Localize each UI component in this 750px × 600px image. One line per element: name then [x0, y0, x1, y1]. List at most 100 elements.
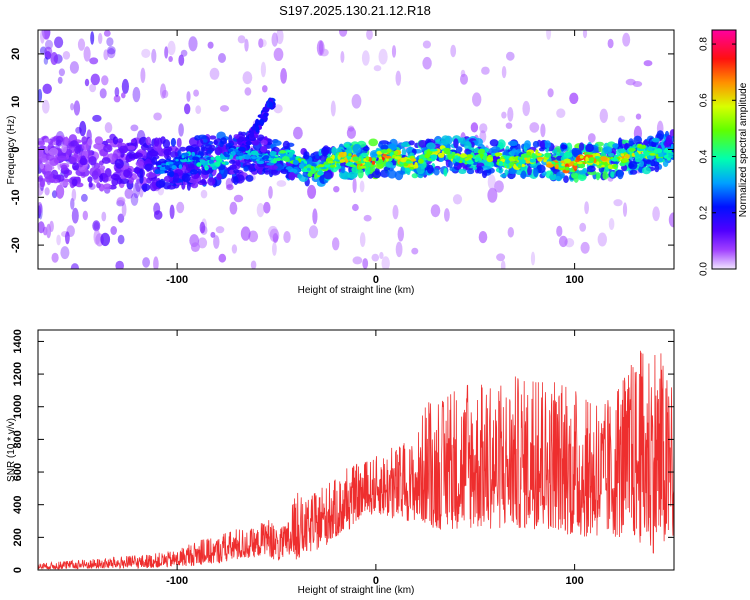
spectrogram-cell [455, 146, 463, 153]
spectrogram-cell [88, 181, 93, 188]
spectrogram-cell [42, 83, 52, 95]
spectrogram-cell [371, 160, 376, 165]
snr-x-ticks: -100 0 100 [166, 330, 584, 587]
spectrogram-cell [124, 188, 134, 199]
spectrogram-cell [133, 182, 140, 199]
spectrogram-cell [638, 153, 646, 159]
spectrogram-cell [61, 144, 67, 154]
spectrogram-cell [327, 161, 334, 164]
spectrogram-cell [518, 158, 527, 164]
spectrogram-cell [101, 75, 109, 86]
spectrogram-cell [107, 46, 116, 55]
spectrogram-cell [67, 156, 77, 164]
colorbar-ticks: 0.0 0.2 0.4 0.6 0.8 [699, 37, 736, 276]
spectrogram-cell [478, 231, 488, 244]
spectrogram-cell [153, 210, 163, 220]
spectrogram-cell [556, 108, 566, 118]
spectrogram-cell [43, 30, 50, 41]
spectrogram-x-label: Height of straight line (km) [298, 285, 415, 296]
spectrogram-cell [116, 196, 126, 205]
spectrogram-cell [80, 155, 87, 165]
spectrogram-cell [346, 127, 356, 139]
spectrogram-cell [272, 241, 277, 256]
spectrogram-cell [141, 48, 151, 59]
spectrogram-cell [244, 154, 251, 160]
spectrogram-cell [156, 144, 162, 153]
spectrogram-cell [209, 159, 214, 165]
spectrogram-cell [165, 165, 170, 170]
spectrogram-cell [214, 161, 221, 167]
spectrogram-cell [70, 140, 78, 147]
spectrogram-cell [410, 164, 415, 168]
spectrogram-cell [378, 159, 384, 163]
spectrogram-cell [400, 157, 407, 163]
spectrogram-cell [301, 168, 309, 173]
spectrogram-cell [288, 152, 293, 158]
spectrogram-cell [363, 214, 372, 222]
spectrogram-cell [563, 158, 572, 164]
spectrogram-cell [635, 113, 642, 120]
snr-series-line [38, 350, 674, 570]
spectrogram-cell [218, 253, 227, 263]
spectrogram-cell [515, 149, 522, 154]
spectrogram-cell [38, 88, 43, 102]
spectrogram-cell [482, 155, 487, 161]
spectrogram-cell [42, 99, 50, 114]
x-tick-label: -100 [166, 575, 188, 587]
spectrogram-cell [104, 168, 112, 178]
spectrogram-cell [348, 153, 352, 157]
spectrogram-cell [617, 115, 626, 123]
spectrogram-cell [123, 169, 131, 178]
spectrogram-cell [479, 123, 488, 134]
spectrogram-cell [113, 95, 121, 103]
spectrogram-cell [384, 155, 392, 159]
colorbar: 0.0 0.2 0.4 0.6 0.8 Normalized spectral ampl… [699, 29, 749, 276]
spectrogram-cell [114, 87, 120, 97]
spectrogram-cell [90, 73, 101, 86]
spectrogram-cell [267, 225, 278, 238]
spectrogram-cell [397, 226, 404, 242]
spectrogram-cell [215, 226, 225, 234]
spectrogram-cell [180, 49, 188, 57]
spectrogram-cell [256, 160, 265, 165]
spectrogram-cell [60, 164, 68, 171]
spectrogram-cell [79, 120, 87, 137]
spectrogram-cell [132, 86, 141, 103]
spectrogram-cell [546, 163, 554, 168]
spectrogram-cell [38, 221, 45, 234]
spectrogram-cell [555, 164, 559, 169]
spectrogram-cell [629, 169, 638, 175]
spectrogram-cell [207, 41, 214, 49]
spectrogram-cell [617, 169, 624, 180]
spectrogram-cell [642, 166, 651, 175]
spectrogram-cell [643, 140, 650, 146]
spectrogram-cell [281, 156, 290, 162]
spectrogram-cell [273, 104, 283, 114]
spectrogram-cell [64, 136, 69, 146]
spectrogram-cell [487, 174, 496, 190]
spectrogram-cell [107, 48, 116, 59]
spectrogram-cell [465, 154, 474, 159]
spectrogram-cell [251, 156, 257, 160]
spectrogram-cell [430, 204, 441, 218]
spectrogram-cell [77, 38, 86, 51]
spectrogram-cell [142, 257, 151, 268]
spectrogram-cell [405, 160, 413, 164]
colorbar-label: Normalized spectral amplitude [738, 82, 749, 217]
spectrogram-cell [585, 156, 589, 162]
spectrogram-cell [199, 179, 207, 184]
spectrogram-cell [229, 164, 237, 170]
spectrogram-cell [561, 144, 568, 150]
spectrogram-cell [39, 163, 45, 170]
spectrogram-cell [433, 167, 440, 176]
spectrogram-cell [573, 162, 578, 166]
spectrogram-cell [453, 138, 459, 149]
spectrogram-cell [141, 183, 151, 192]
spectrogram-cell [399, 170, 405, 175]
spectrogram-cell [244, 38, 249, 52]
spectrogram-cell [652, 206, 660, 222]
spectrogram-cell [223, 151, 227, 157]
spectrogram-cell [538, 147, 545, 152]
spectrogram-cell [347, 125, 355, 132]
spectrogram-cell [352, 143, 362, 154]
